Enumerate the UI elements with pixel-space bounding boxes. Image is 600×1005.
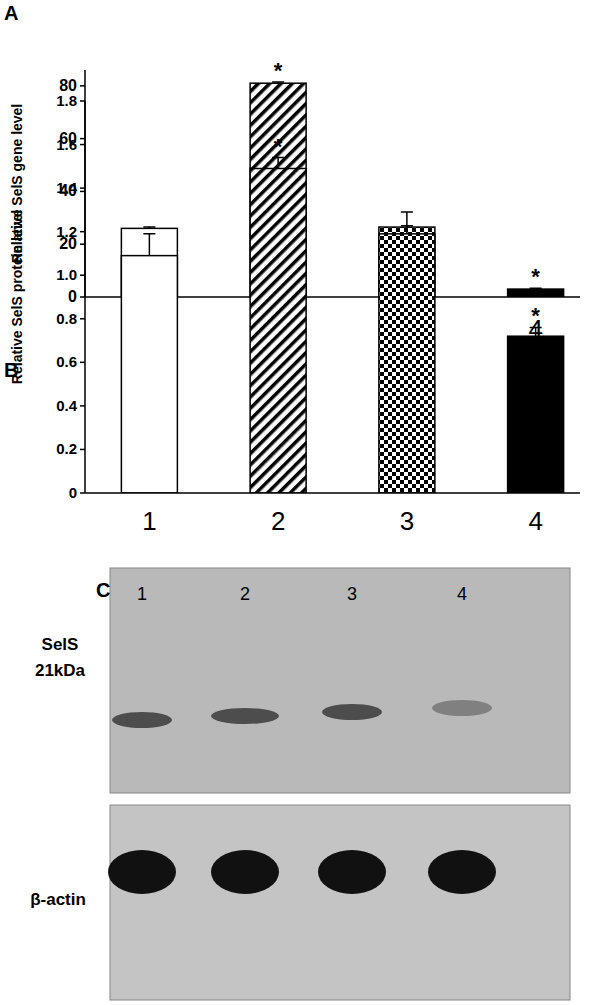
y-tick-label: 0.8 [56,310,77,327]
lane-label: 2 [240,584,250,604]
y-axis [84,101,86,493]
bar [508,336,564,493]
row-sublabel: 21kDa [35,661,86,680]
y-tick-label: 0 [69,484,77,501]
x-axis [85,492,580,494]
significance-mark: * [274,58,283,83]
y-tick-label: 1.0 [56,266,77,283]
band [428,850,496,894]
y-tick-label: 1.4 [56,179,78,196]
row-label: SelS [42,635,79,654]
y-tick-label: 1.8 [56,92,77,109]
error-bar [143,227,155,228]
plot-area [121,82,563,297]
band [322,704,382,720]
lane-label: 1 [137,584,147,604]
y-tick-label: 0.6 [56,353,77,370]
y-tick-label: 1.6 [56,136,77,153]
x-tick-label: 3 [400,506,414,536]
blot-actin [110,805,570,1000]
band [211,708,279,724]
bar [250,169,306,493]
lane-label: 4 [457,584,467,604]
blot-sels [110,568,570,793]
error-bar [401,212,413,234]
figure: ARelative SelS gene level0204060801*23*4… [0,0,600,1005]
significance-mark: * [531,303,540,328]
panel-label: A [4,2,18,24]
y-axis-label: Relative SelS protein level [9,210,25,384]
band [318,850,386,894]
bar [508,289,564,297]
band [108,850,176,894]
band [112,712,172,728]
error-bar [272,158,284,169]
y-tick-label: 1.2 [56,223,77,240]
bar [121,256,177,493]
x-tick-label: 1 [142,506,156,536]
significance-mark: * [531,264,540,289]
lane-label: 3 [347,584,357,604]
x-tick-label: 4 [528,506,542,536]
error-bar [143,234,155,256]
band [432,700,492,716]
y-tick-label: 0.4 [56,397,78,414]
significance-mark: * [274,134,283,159]
band [211,850,279,894]
x-tick-label: 2 [271,506,285,536]
row-label: β-actin [30,890,86,909]
bar [379,234,435,493]
error-bar [530,327,542,336]
y-tick-label: 0.2 [56,440,77,457]
y-tick-label: 0 [68,288,77,305]
panel-label: C [96,579,110,601]
plot-area [121,158,563,493]
